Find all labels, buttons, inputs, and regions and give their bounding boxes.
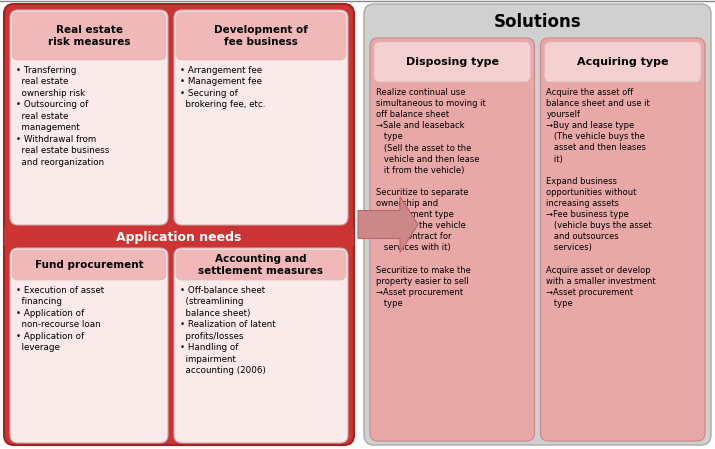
FancyBboxPatch shape	[364, 4, 711, 445]
Text: Solutions: Solutions	[493, 13, 581, 31]
FancyBboxPatch shape	[541, 38, 705, 441]
Text: Application needs: Application needs	[117, 232, 242, 245]
Polygon shape	[358, 197, 418, 252]
FancyBboxPatch shape	[12, 250, 166, 280]
FancyBboxPatch shape	[4, 228, 354, 246]
Text: Disposing type: Disposing type	[405, 57, 499, 67]
FancyBboxPatch shape	[545, 42, 701, 82]
Text: Realize continual use
simultaneous to moving it
off balance sheet
→Sale and leas: Realize continual use simultaneous to mo…	[376, 88, 485, 308]
Text: Real estate
risk measures: Real estate risk measures	[48, 25, 130, 47]
FancyBboxPatch shape	[370, 38, 535, 441]
FancyBboxPatch shape	[10, 10, 168, 225]
Text: Accounting and
settlement measures: Accounting and settlement measures	[199, 254, 323, 276]
Text: Fund procurement: Fund procurement	[35, 260, 143, 270]
Text: • Transferring
  real estate
  ownership risk
• Outsourcing of
  real estate
  m: • Transferring real estate ownership ris…	[16, 66, 109, 167]
Text: • Off-balance sheet
  (streamlining
  balance sheet)
• Realization of latent
  p: • Off-balance sheet (streamlining balanc…	[180, 286, 275, 375]
FancyBboxPatch shape	[174, 10, 348, 225]
FancyBboxPatch shape	[374, 42, 531, 82]
FancyBboxPatch shape	[12, 12, 166, 60]
FancyBboxPatch shape	[10, 248, 168, 443]
Text: • Execution of asset
  financing
• Application of
  non-recourse loan
• Applicat: • Execution of asset financing • Applica…	[16, 286, 104, 352]
FancyBboxPatch shape	[176, 12, 346, 60]
Text: Development of
fee business: Development of fee business	[214, 25, 308, 47]
Text: Acquiring type: Acquiring type	[577, 57, 669, 67]
Text: • Arrangement fee
• Management fee
• Securing of
  brokering fee, etc.: • Arrangement fee • Management fee • Sec…	[180, 66, 265, 110]
Text: Acquire the asset off
balance sheet and use it
yourself
→Buy and lease type
   (: Acquire the asset off balance sheet and …	[546, 88, 656, 308]
FancyBboxPatch shape	[174, 248, 348, 443]
FancyBboxPatch shape	[176, 250, 346, 280]
FancyBboxPatch shape	[4, 4, 354, 445]
